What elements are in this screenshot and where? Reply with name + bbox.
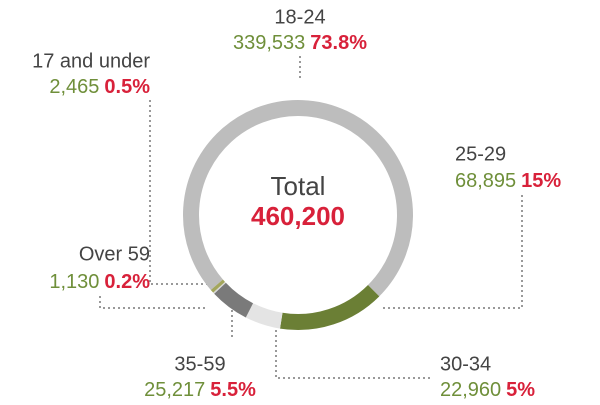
leader-line bbox=[275, 330, 430, 379]
donut-segment bbox=[245, 303, 283, 329]
donut-segment bbox=[213, 281, 226, 294]
total: 460,200 bbox=[251, 201, 345, 231]
center-label: Total bbox=[271, 171, 326, 201]
donut-segment bbox=[210, 279, 226, 293]
category-label: 17 and under bbox=[32, 50, 150, 72]
percent-label: 73.8% bbox=[310, 32, 367, 54]
value-label: 2,465 0.5% bbox=[49, 76, 150, 98]
leader-line bbox=[149, 100, 208, 285]
leader-lines bbox=[99, 56, 523, 379]
value-label: 68,895 15% bbox=[455, 170, 561, 192]
donut-segment bbox=[280, 284, 380, 330]
value-label: 339,533 73.8% bbox=[233, 32, 367, 54]
value-label: 1,130 0.2% bbox=[49, 271, 150, 293]
percent-label: 0.2% bbox=[104, 271, 150, 293]
category-label: 30-34 bbox=[440, 353, 491, 375]
category-label: 18-24 bbox=[274, 6, 325, 28]
category-label: 25-29 bbox=[455, 143, 506, 165]
donut-segment bbox=[183, 100, 413, 297]
leader-line bbox=[382, 195, 523, 309]
count-label: 68,895 bbox=[455, 170, 516, 192]
count-label: 2,465 bbox=[49, 76, 99, 98]
count-label: 25,217 bbox=[144, 379, 205, 401]
donut-segment bbox=[214, 282, 254, 318]
percent-label: 5.5% bbox=[210, 379, 256, 401]
percent-label: 0.5% bbox=[104, 76, 150, 98]
count-label: 339,533 bbox=[233, 32, 305, 54]
value-label: 22,960 5% bbox=[440, 379, 535, 401]
count-label: 22,960 bbox=[440, 379, 501, 401]
category-label: Over 59 bbox=[79, 243, 150, 265]
percent-label: 15% bbox=[521, 170, 561, 192]
category-label: 35-59 bbox=[174, 353, 225, 375]
leader-line bbox=[99, 296, 208, 309]
value-label: 25,217 5.5% bbox=[144, 379, 256, 401]
count-label: 1,130 bbox=[49, 271, 99, 293]
percent-label: 5% bbox=[506, 379, 535, 401]
